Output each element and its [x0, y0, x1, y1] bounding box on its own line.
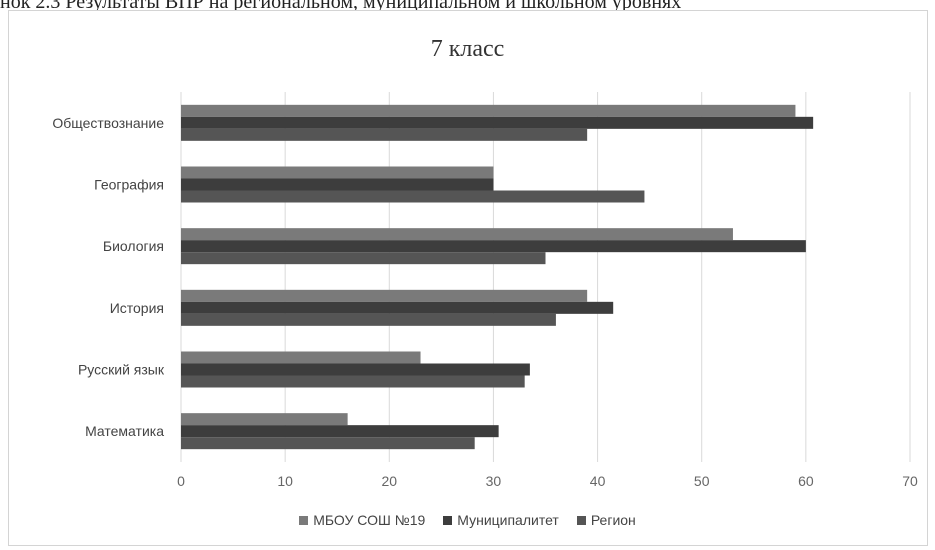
chart-frame — [8, 10, 928, 546]
bar — [181, 178, 494, 191]
legend-swatch — [576, 515, 586, 525]
category-label: География — [94, 177, 164, 193]
bar — [181, 289, 588, 302]
bar — [181, 437, 475, 450]
x-tick-label: 0 — [177, 473, 185, 489]
bar — [181, 252, 546, 265]
bar — [181, 104, 796, 117]
x-tick-label: 30 — [486, 473, 502, 489]
bar — [181, 116, 814, 129]
bar — [181, 190, 645, 203]
bar — [181, 375, 525, 388]
x-tick-label: 60 — [798, 473, 814, 489]
bar — [181, 363, 530, 376]
x-tick-label: 70 — [902, 473, 918, 489]
legend: МБОУ СОШ №19 Муниципалитет Регион — [0, 512, 935, 528]
bars — [181, 104, 814, 450]
x-tick-label: 50 — [694, 473, 710, 489]
chart-title: 7 класс — [430, 36, 505, 62]
legend-item: Муниципалитет — [443, 512, 559, 528]
bar — [181, 128, 588, 141]
bar — [181, 351, 421, 364]
bar — [181, 228, 733, 241]
bar — [181, 425, 499, 438]
bar — [181, 301, 614, 314]
bar — [181, 313, 556, 326]
category-labels: Обществознание География Биология История Ру… — [52, 115, 165, 439]
category-label: Обществознание — [52, 115, 164, 131]
category-label: Биология — [103, 238, 164, 254]
grid-lines — [180, 92, 911, 462]
legend-label: МБОУ СОШ №19 — [313, 512, 426, 528]
bar — [181, 166, 494, 179]
x-tick-label: 10 — [277, 473, 293, 489]
x-tick-labels: 0 10 20 30 40 50 60 70 — [177, 473, 918, 489]
figure-caption: нок 2.3 Результаты ВПР на региональном, … — [0, 0, 682, 13]
legend-label: Регион — [590, 512, 636, 528]
legend-swatch — [443, 515, 453, 525]
legend-swatch — [299, 515, 309, 525]
bar — [181, 413, 348, 426]
legend-label: Муниципалитет — [457, 512, 559, 528]
category-label: Русский язык — [78, 362, 165, 378]
x-tick-label: 40 — [590, 473, 606, 489]
category-label: Математика — [85, 423, 164, 439]
legend-item: Регион — [576, 512, 636, 528]
x-tick-label: 20 — [381, 473, 397, 489]
legend-item: МБОУ СОШ №19 — [299, 512, 425, 528]
bar — [181, 240, 806, 253]
category-label: История — [110, 300, 164, 316]
